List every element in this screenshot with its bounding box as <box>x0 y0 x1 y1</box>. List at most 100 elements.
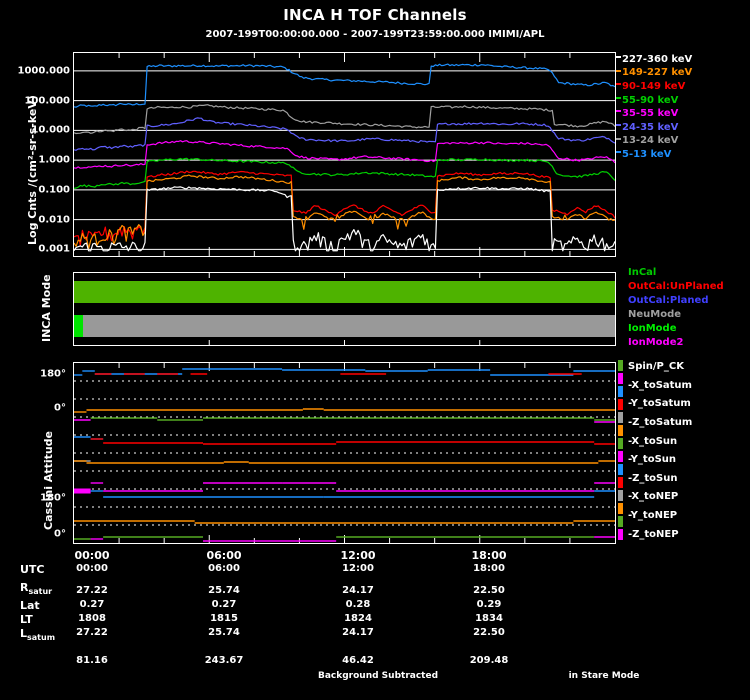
channel-legend-item[interactable]: 149-227 keV <box>622 67 693 79</box>
table-row-label: UTC <box>20 563 45 576</box>
series-line <box>74 186 615 252</box>
mode-panel-label: INCA Mode <box>40 274 53 342</box>
table-cell: 0.27 <box>211 599 237 610</box>
mode-legend-item[interactable]: OutCal:Planed <box>628 295 709 306</box>
table-cell: 24.17 <box>342 585 374 596</box>
y-tick-label: 1000.000 <box>17 65 70 77</box>
channel-legend-item[interactable]: 5-13 keV <box>622 148 672 160</box>
attitude-legend-item[interactable]: -Z_toNEP <box>628 528 679 540</box>
series-line <box>74 170 615 246</box>
x-tick-label: 00:00 <box>74 549 110 562</box>
table-row-sublabel: satur <box>28 587 53 597</box>
table-cell: 0.27 <box>79 599 105 610</box>
mode-legend-item[interactable]: InCal <box>628 267 657 278</box>
y-tick-label: 0.010 <box>38 214 70 226</box>
attitude-legend-item[interactable]: -Z_toSun <box>628 472 678 484</box>
table-cell: 12:00 <box>342 563 374 574</box>
table-cell: 22.50 <box>473 585 505 596</box>
y-tick-label: 100.000 <box>24 95 70 107</box>
attitude-legend-item[interactable]: -Z_toSatum <box>628 417 693 429</box>
attitude-y-tick: 180° <box>40 492 66 504</box>
table-cell: 25.74 <box>208 627 240 638</box>
channel-legend-item[interactable]: 90-149 keV <box>622 80 686 92</box>
attitude-legend-item[interactable]: -Y_toSatum <box>628 398 691 410</box>
mode-legend-item[interactable]: IonMode <box>628 323 677 334</box>
attitude-legend-swatch <box>618 451 623 462</box>
attitude-legend-swatch <box>618 503 623 514</box>
attitude-legend-swatch <box>618 399 623 410</box>
x-axis-ticks: 00:00 06:00 12:00 18:00 <box>0 549 750 565</box>
channel-legend-item[interactable]: 55-90 keV <box>622 94 679 106</box>
mode-legend: InCal OutCal:UnPlaned OutCal:Planed NeuMode… <box>628 266 724 350</box>
channel-legend-swatch <box>616 96 621 99</box>
attitude-legend-swatch <box>618 425 623 436</box>
attitude-y-tick: 0° <box>54 402 66 414</box>
table-cell: 81.16 <box>76 655 108 666</box>
attitude-legend-swatch <box>618 373 623 384</box>
channel-legend-swatch <box>616 124 621 126</box>
x-tick-label: 12:00 <box>340 549 376 562</box>
table-cell: 18:00 <box>473 563 505 574</box>
series-line <box>74 117 615 151</box>
page-title: INCA H TOF Channels <box>283 6 467 24</box>
mode-legend-item[interactable]: OutCal:UnPlaned <box>628 281 724 292</box>
inca-mode-panel[interactable] <box>73 272 616 346</box>
spectrogram-y-axis: 1000.000 100.000 10.000 1.000 0.100 0.010 0.00… <box>0 52 70 257</box>
attitude-legend-swatch <box>618 477 623 488</box>
attitude-panel-label: Cassini Attitude <box>42 430 55 530</box>
attitude-legend-item[interactable]: Spin/P_CK <box>628 361 684 373</box>
channel-legend-swatch <box>616 137 621 140</box>
attitude-legend-item[interactable]: -Y_toSun <box>628 454 677 466</box>
mode-legend-item[interactable]: NeuMode <box>628 309 682 320</box>
table-cell: 25.74 <box>208 585 240 596</box>
channel-legend-swatch <box>616 83 621 86</box>
mode-band-ionmode <box>74 315 83 337</box>
series-line <box>74 140 615 169</box>
page-subtitle: 2007-199T00:00:00.000 - 2007-199T23:59:0… <box>205 29 545 40</box>
attitude-legend-swatch <box>618 490 623 501</box>
y-tick-label: 0.100 <box>38 184 70 196</box>
mode-band-neumode <box>74 315 615 337</box>
channel-legend-item[interactable]: 35-55 keV <box>622 108 679 120</box>
table-cell: 27.22 <box>76 585 108 596</box>
channel-legend-item[interactable]: 24-35 keV <box>622 121 679 133</box>
channel-legend-item[interactable]: 13-24 keV <box>622 135 679 147</box>
channel-legend-swatch <box>616 110 621 113</box>
table-cell: 0.28 <box>345 599 371 610</box>
x-tick-label: 18:00 <box>471 549 507 562</box>
channel-legend-item[interactable]: 227-360 keV <box>622 53 693 65</box>
x-tick-label: 06:00 <box>206 549 242 562</box>
ephemeris-table: UTC 00:00 06:00 12:00 18:00 Rsatur 27.22 25.74 2… <box>0 563 750 693</box>
spectrogram-panel[interactable] <box>73 52 616 257</box>
table-cell: 1834 <box>475 613 503 624</box>
attitude-legend-swatch <box>618 412 623 423</box>
series-line <box>74 157 615 189</box>
attitude-legend-item[interactable]: -Y_toNEP <box>628 510 678 522</box>
attitude-legend: Spin/P_CK -X_toSatum -Y_toSatum -Z_toSatum -… <box>628 358 692 544</box>
attitude-legend-item[interactable]: -X_toSatum <box>628 379 692 391</box>
mode-legend-item[interactable]: IonMode2 <box>628 337 684 348</box>
attitude-y-tick: 0° <box>54 528 66 540</box>
attitude-panel[interactable] <box>73 362 616 544</box>
table-footnote: in Stare Mode <box>568 671 640 681</box>
attitude-legend-item[interactable]: -X_toSun <box>628 435 678 447</box>
spectrogram-y-axis-label: Log Cnts /(cm²-sr-s-keV) <box>26 95 39 245</box>
y-tick-label: 10.000 <box>31 124 70 136</box>
table-cell: 1808 <box>78 613 106 624</box>
y-tick-label: 0.001 <box>38 243 70 255</box>
attitude-legend-swatch <box>618 386 623 397</box>
channel-legend: 227-360 keV 149-227 keV 90-149 keV 55-90 ke… <box>622 53 692 162</box>
attitude-y-axis: 180° 0° 180° 0° <box>0 362 70 544</box>
table-cell: 06:00 <box>208 563 240 574</box>
channel-legend-swatch <box>616 151 621 154</box>
y-tick-label: 1.000 <box>38 154 70 166</box>
table-cell: 1824 <box>344 613 372 624</box>
table-row-label: Lsatum <box>20 627 56 643</box>
series-line <box>74 174 615 250</box>
mode-band-incal <box>74 281 615 303</box>
table-row-label: Lat <box>20 599 40 612</box>
table-cell: 46.42 <box>342 655 374 666</box>
series-line <box>74 63 615 108</box>
attitude-legend-swatch <box>618 516 623 527</box>
attitude-legend-item[interactable]: -X_toNEP <box>628 491 679 503</box>
